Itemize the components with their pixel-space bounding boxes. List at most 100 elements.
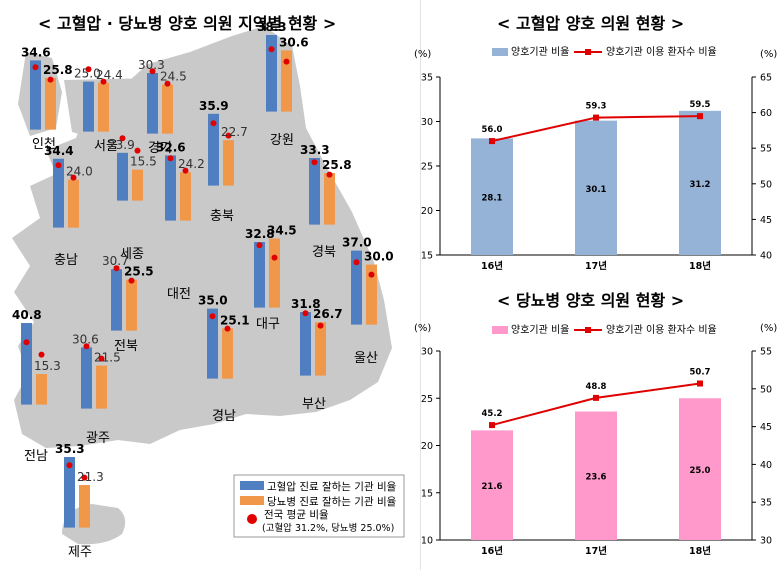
bp-value-label: 40.8 — [12, 308, 42, 322]
rate-point — [593, 394, 599, 401]
bp-bar — [30, 60, 41, 130]
db-average-dot — [100, 78, 107, 85]
db-bar — [269, 238, 280, 308]
x-tick-label: 18년 — [689, 545, 711, 557]
db-average-dot — [283, 58, 290, 65]
bp-bar — [111, 269, 122, 331]
region-name-label: 전남 — [24, 449, 48, 464]
db-value-label: 25.5 — [124, 265, 154, 279]
bp-average-dot — [66, 462, 73, 469]
region-group-14: 40.8 15.3 전남 — [12, 308, 61, 464]
region-group-7: 34.4 24.0 충남 — [44, 144, 93, 268]
db-average-dot — [81, 474, 88, 481]
bp-average-dot — [167, 155, 174, 162]
db-value-label: 15.3 — [34, 359, 61, 373]
db-average-dot — [38, 351, 45, 358]
bp-value-label: 25.0 — [74, 67, 101, 81]
left-axis-unit: (%) — [414, 323, 431, 334]
left-tick-label: 15 — [421, 488, 433, 499]
right-tick-label: 45 — [760, 215, 772, 226]
region-name-label: 세종 — [120, 247, 144, 262]
bp-bar — [117, 152, 128, 201]
left-tick-label: 20 — [421, 206, 433, 217]
legend-bar-label: 양호기관 비율 — [511, 46, 569, 58]
legend-db-swatch — [240, 496, 264, 505]
bp-bar — [309, 158, 320, 225]
bp-bar — [53, 158, 64, 228]
region-group-3: 38.330.6 강원 — [257, 20, 309, 148]
bp-bar — [300, 312, 311, 376]
left-tick-label: 35 — [421, 73, 433, 84]
region-map-chart: 34.625.8인천25.024.4서울30.324.5경기38.330.6강원… — [12, 20, 405, 560]
db-value-label: 30.6 — [279, 35, 309, 49]
rate-point — [489, 138, 495, 145]
region-group-6: 32.6 24.2 대전 — [156, 140, 205, 302]
db-bar — [180, 172, 191, 221]
rate-value-label: 56.0 — [482, 125, 503, 135]
bar-value-label: 21.6 — [482, 482, 503, 492]
legend-line-marker — [585, 327, 591, 333]
bar-value-label: 31.2 — [690, 180, 711, 190]
region-name-label: 제주 — [68, 545, 92, 560]
bp-value-label: 32.8 — [245, 227, 275, 241]
bp-average-dot — [83, 343, 90, 350]
db-value-label: 30.0 — [364, 250, 394, 264]
bp-value-label: 31.8 — [291, 297, 321, 311]
bar-value-label: 30.1 — [586, 185, 607, 195]
bar — [575, 120, 617, 255]
region-name-label: 강원 — [270, 133, 294, 148]
region-name-label: 충북 — [210, 209, 234, 224]
right-axis-unit: (%) — [760, 49, 777, 60]
right-tick-label: 35 — [760, 498, 772, 509]
region-group-4: 35.9 22.7 충북 — [199, 99, 248, 224]
bp-average-dot — [32, 64, 39, 71]
bp-value-label: 35.0 — [198, 294, 228, 308]
rate-value-label: 59.3 — [586, 102, 607, 112]
legend-bp-swatch — [240, 481, 264, 490]
bp-average-dot — [302, 310, 309, 317]
bp-value-label: 30.6 — [72, 332, 99, 346]
bp-bar — [351, 250, 362, 325]
region-group-1: 25.024.4 서울 — [74, 66, 123, 154]
db-average-dot — [225, 132, 232, 139]
db-average-dot — [134, 147, 141, 154]
bp-average-dot — [23, 339, 30, 346]
region-group-0: 34.6 25.8 인천 — [21, 45, 73, 152]
db-average-dot — [164, 80, 171, 87]
legend-bar-swatch — [492, 48, 508, 56]
bp-bar — [64, 457, 75, 528]
region-group-8: 33.325.8 경북 — [300, 143, 352, 260]
left-tick-label: 30 — [421, 347, 433, 358]
legend-bar-label: 양호기관 비율 — [511, 324, 569, 336]
left-tick-label: 25 — [421, 394, 433, 405]
bp-bar — [207, 308, 218, 379]
left-tick-label: 10 — [421, 536, 433, 547]
left-tick-label: 15 — [421, 251, 433, 262]
bp-value-label: 35.3 — [55, 442, 85, 456]
bp-value-label: 30.3 — [138, 58, 165, 72]
bar — [471, 138, 513, 255]
bp-bar — [254, 242, 265, 308]
db-value-label: 22.7 — [221, 125, 248, 139]
bar — [679, 110, 721, 255]
chart-legend: 양호기관 비율 양호기관 이용 환자수 비율 — [492, 46, 717, 58]
legend-line-label: 양호기관 이용 환자수 비율 — [606, 46, 717, 58]
rate-value-label: 50.7 — [690, 368, 711, 378]
db-average-dot — [98, 355, 105, 362]
right-tick-label: 55 — [760, 347, 772, 358]
region-name-label: 인천 — [32, 137, 56, 152]
rate-value-label: 45.2 — [482, 409, 503, 419]
region-name-label: 충남 — [54, 253, 78, 268]
region-group-16: 35.3 21.3 제주 — [55, 442, 104, 560]
db-bar — [126, 279, 137, 331]
bp-chart-title: < 고혈압 양호 의원 현황 > — [497, 14, 685, 33]
bp-bar — [147, 73, 158, 134]
bp-average-dot — [113, 265, 120, 272]
left-tick-label: 20 — [421, 441, 433, 452]
db-value-label: 24.5 — [160, 70, 187, 84]
bp-average-dot — [55, 162, 62, 169]
rate-point — [489, 422, 495, 429]
left-tick-label: 25 — [421, 162, 433, 173]
right-tick-label: 45 — [760, 422, 772, 433]
db-value-label: 26.7 — [313, 307, 343, 321]
